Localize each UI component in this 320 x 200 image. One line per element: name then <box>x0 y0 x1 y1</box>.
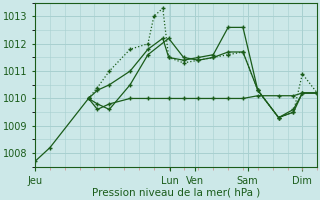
X-axis label: Pression niveau de la mer( hPa ): Pression niveau de la mer( hPa ) <box>92 187 260 197</box>
